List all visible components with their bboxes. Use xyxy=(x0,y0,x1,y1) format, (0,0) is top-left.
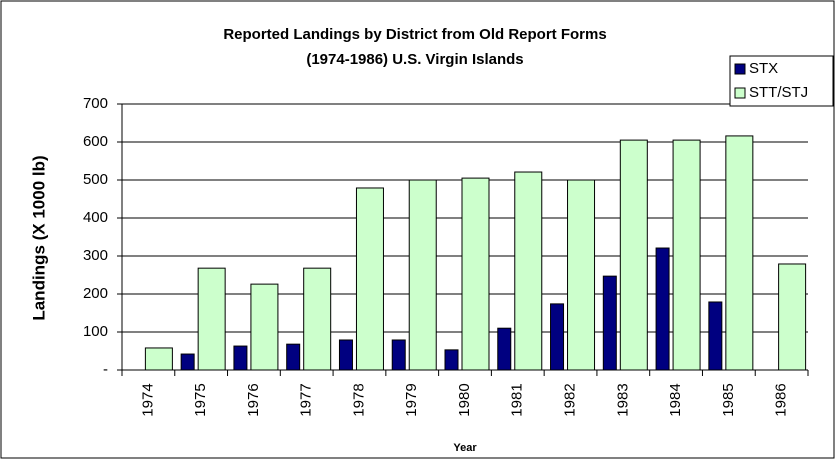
y-tick-label: 500 xyxy=(83,171,108,188)
bar xyxy=(461,177,490,371)
y-tick-label: 100 xyxy=(83,323,108,340)
x-tick-label: 1982 xyxy=(562,383,579,416)
x-tick-label: 1978 xyxy=(350,383,367,416)
bar xyxy=(514,171,543,371)
bar xyxy=(550,303,565,371)
legend-swatch xyxy=(734,63,746,75)
bar xyxy=(567,179,596,371)
bar xyxy=(778,263,807,371)
chart-subtitle: (1974-1986) U.S. Virgin Islands xyxy=(306,51,523,68)
x-tick-label: 1975 xyxy=(192,383,209,416)
bar xyxy=(338,339,353,371)
legend-label: STX xyxy=(749,60,778,77)
bar xyxy=(197,267,226,371)
bar xyxy=(619,139,648,371)
bar xyxy=(444,349,459,371)
x-tick-label: 1977 xyxy=(298,383,315,416)
x-axis-label: Year xyxy=(453,442,477,454)
x-tick-label: 1985 xyxy=(720,383,737,416)
bar xyxy=(180,353,195,371)
x-tick-label: 1984 xyxy=(667,383,684,416)
x-tick-label: 1974 xyxy=(139,383,156,416)
legend-box xyxy=(729,55,834,107)
x-tick-label: 1979 xyxy=(403,383,420,416)
bar xyxy=(286,343,301,371)
chart-title: Reported Landings by District from Old R… xyxy=(223,26,606,43)
bar xyxy=(708,301,723,371)
bar xyxy=(250,283,279,371)
bar xyxy=(303,267,332,371)
bar xyxy=(355,187,384,371)
y-tick-label: 700 xyxy=(83,95,108,112)
legend-label: STT/STJ xyxy=(749,84,808,101)
bar xyxy=(602,275,617,371)
bar xyxy=(408,179,437,371)
legend-swatch xyxy=(734,87,746,99)
x-tick-label: 1981 xyxy=(509,383,526,416)
y-tick-label: - xyxy=(103,361,108,378)
y-tick-label: 300 xyxy=(83,247,108,264)
bar xyxy=(233,345,248,371)
x-tick-label: 1986 xyxy=(773,383,790,416)
x-tick-label: 1976 xyxy=(245,383,262,416)
bar xyxy=(144,347,173,371)
x-tick-label: 1983 xyxy=(614,383,631,416)
bar xyxy=(672,139,701,371)
y-tick-label: 600 xyxy=(83,133,108,150)
bar xyxy=(725,135,754,371)
y-tick-label: 400 xyxy=(83,209,108,226)
bar xyxy=(391,339,406,371)
bar xyxy=(497,327,512,371)
bar xyxy=(655,247,670,371)
y-tick-label: 200 xyxy=(83,285,108,302)
y-axis-label: Landings (X 1000 lb) xyxy=(29,155,48,320)
x-tick-label: 1980 xyxy=(456,383,473,416)
